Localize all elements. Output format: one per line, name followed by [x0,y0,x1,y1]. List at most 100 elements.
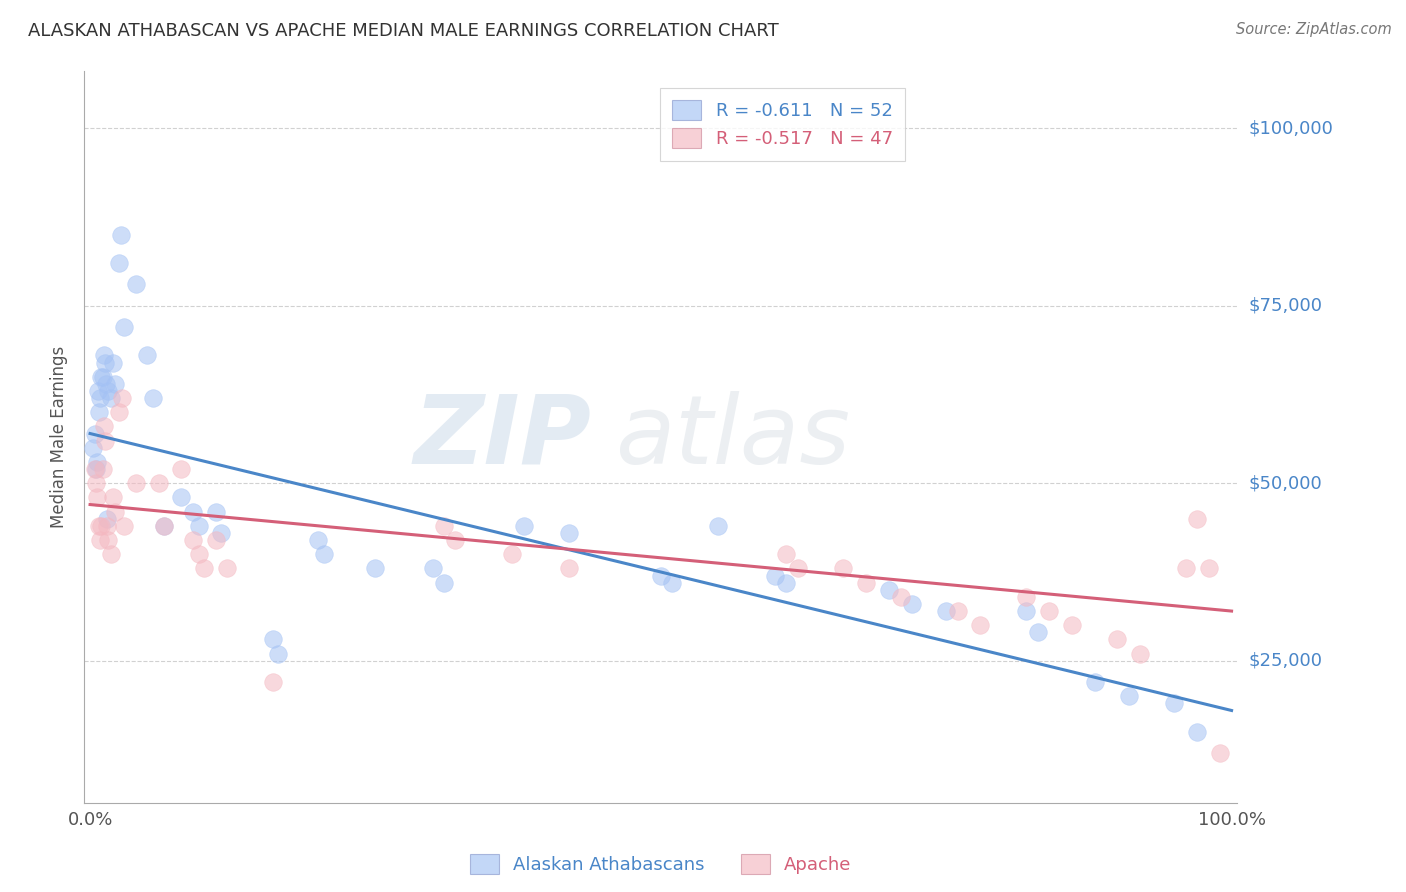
Point [262,632,284,647]
Point [775,575,797,590]
Point [558,561,581,575]
Y-axis label: Median Male Earnings: Median Male Earnings [51,346,69,528]
Point [111,391,134,405]
Point [170,491,193,505]
Point [513,519,536,533]
Point [433,519,456,533]
Point [89,519,111,533]
Point [775,547,797,561]
Point [181,505,204,519]
Point [136,348,159,362]
Point [1118,690,1140,704]
Point [100,391,122,405]
Point [90,519,112,533]
Point [262,675,284,690]
Point [87,384,110,398]
Text: $50,000: $50,000 [1249,475,1322,492]
Point [104,505,127,519]
Legend: Alaskan Athabascans, Apache: Alaskan Athabascans, Apache [463,847,859,881]
Point [1026,625,1049,640]
Point [84,476,107,491]
Point [855,575,877,590]
Point [84,462,107,476]
Point [1038,604,1060,618]
Point [650,568,672,582]
Text: $25,000: $25,000 [1249,652,1323,670]
Point [187,519,209,533]
Point [148,476,170,491]
Point [89,405,111,419]
Point [91,462,114,476]
Point [786,561,808,575]
Point [104,376,127,391]
Point [501,547,523,561]
Text: Source: ZipAtlas.com: Source: ZipAtlas.com [1236,22,1392,37]
Point [215,561,238,575]
Point [94,434,117,448]
Point [101,491,124,505]
Point [1084,675,1107,690]
Text: $100,000: $100,000 [1249,120,1333,137]
Point [101,355,124,369]
Point [1107,632,1129,647]
Point [209,525,232,540]
Point [97,384,120,398]
Point [97,533,120,547]
Point [877,582,900,597]
Point [204,533,226,547]
Point [889,590,911,604]
Point [93,419,115,434]
Point [707,519,730,533]
Point [1187,512,1209,526]
Point [1174,561,1197,575]
Point [96,519,118,533]
Point [142,391,165,405]
Point [946,604,969,618]
Point [1060,618,1083,632]
Point [181,533,204,547]
Point [661,575,683,590]
Point [444,533,467,547]
Point [364,561,387,575]
Point [86,491,108,505]
Point [1015,590,1038,604]
Point [1163,697,1185,711]
Point [170,462,193,476]
Point [91,369,114,384]
Point [89,533,111,547]
Point [153,519,176,533]
Point [187,547,209,561]
Point [86,455,108,469]
Point [422,561,444,575]
Point [83,462,105,476]
Point [832,561,855,575]
Point [901,597,924,611]
Point [83,426,105,441]
Point [193,561,215,575]
Point [89,391,111,405]
Point [307,533,329,547]
Point [1129,647,1152,661]
Point [153,519,176,533]
Point [204,505,226,519]
Point [110,227,132,242]
Point [90,369,112,384]
Point [112,320,135,334]
Point [125,476,148,491]
Text: $75,000: $75,000 [1249,297,1323,315]
Point [1209,746,1232,760]
Point [763,568,786,582]
Point [107,256,129,270]
Point [1015,604,1038,618]
Point [312,547,335,561]
Text: ALASKAN ATHABASCAN VS APACHE MEDIAN MALE EARNINGS CORRELATION CHART: ALASKAN ATHABASCAN VS APACHE MEDIAN MALE… [28,22,779,40]
Point [112,519,135,533]
Point [969,618,991,632]
Text: atlas: atlas [614,391,849,483]
Point [107,405,129,419]
Point [558,525,581,540]
Point [267,647,290,661]
Point [125,277,148,292]
Point [935,604,957,618]
Point [94,376,117,391]
